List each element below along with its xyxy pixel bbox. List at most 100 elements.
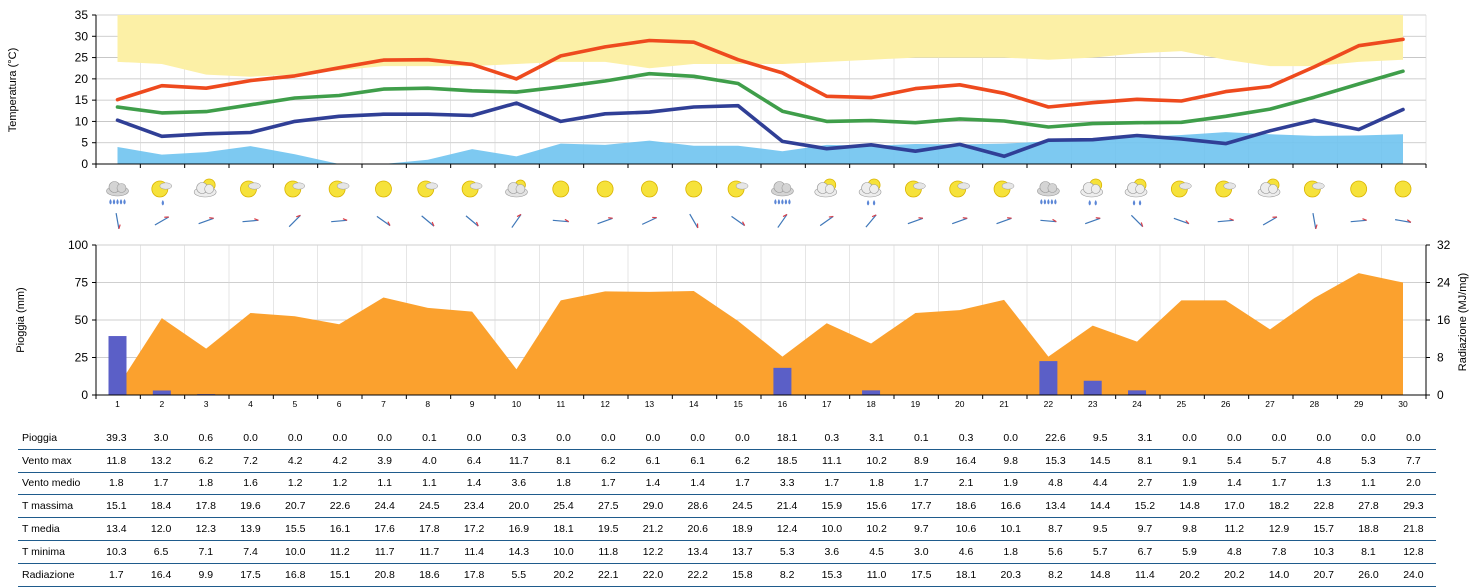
wind-arrow-icon (1040, 218, 1056, 221)
rain-bar (1039, 361, 1057, 395)
rain-x-tick-label: 23 (1088, 399, 1098, 409)
table-cell: 1.4 (675, 472, 720, 495)
table-cell: 3.3 (765, 472, 810, 495)
table-cell: 0.0 (1257, 427, 1302, 449)
table-cell: 25.4 (541, 495, 586, 518)
wind-arrow-icon (198, 216, 214, 223)
sun-cloud-icon (418, 181, 438, 197)
table-cell: 9.8 (988, 449, 1033, 472)
table-cell: 24.4 (362, 495, 407, 518)
table-cell: 16.1 (318, 518, 363, 541)
table-cell: 16.4 (944, 449, 989, 472)
table-cell: 0.3 (810, 427, 855, 449)
rain-x-tick-label: 4 (248, 399, 253, 409)
table-cell: 0.6 (183, 427, 228, 449)
table-cell: 9.7 (1123, 518, 1168, 541)
temperature-y-tick-label: 5 (81, 136, 88, 150)
table-row-label: T media (18, 518, 94, 541)
table-cell: 22.8 (1301, 495, 1346, 518)
table-cell: 16.6 (988, 495, 1033, 518)
table-cell: 10.2 (854, 518, 899, 541)
table-cell: 18.1 (765, 427, 810, 449)
wind-arrow-icon (331, 218, 347, 221)
rain-x-tick-label: 6 (337, 399, 342, 409)
table-cell: 1.7 (586, 472, 631, 495)
table-cell: 3.1 (854, 427, 899, 449)
table-cell: 3.0 (899, 540, 944, 563)
table-cell: 17.2 (452, 518, 497, 541)
wind-arrow-icon (116, 213, 121, 229)
table-cell: 6.2 (720, 449, 765, 472)
cloud-icon (505, 180, 527, 197)
table-cell: 0.0 (273, 427, 318, 449)
table-cell: 8.7 (1033, 518, 1078, 541)
table-cell: 5.7 (1257, 449, 1302, 472)
table-cell: 13.4 (675, 540, 720, 563)
table-cell: 1.8 (94, 472, 139, 495)
table-cell: 11.8 (586, 540, 631, 563)
table-cell: 10.0 (273, 540, 318, 563)
sun-cloud-icon (994, 181, 1014, 197)
table-cell: 1.7 (720, 472, 765, 495)
table-cell: 17.6 (362, 518, 407, 541)
sun-icon (553, 181, 569, 197)
rain-bar (773, 368, 791, 395)
wind-arrow-icon (422, 214, 436, 226)
table-cell: 18.2 (1257, 495, 1302, 518)
rain-y-tick-label: 25 (75, 351, 89, 365)
table-row-label: Pioggia (18, 427, 94, 449)
rain-x-tick-label: 10 (512, 399, 522, 409)
table-cell: 1.7 (899, 472, 944, 495)
table-cell: 4.6 (944, 540, 989, 563)
radiation-y-label: Radiazione (MJ/mq) (1457, 273, 1469, 371)
table-cell: 0.0 (452, 427, 497, 449)
table-cell: 1.8 (988, 540, 1033, 563)
temperature-y-tick-label: 15 (75, 93, 89, 107)
table-cell: 0.0 (1212, 427, 1257, 449)
table-cell: 10.6 (944, 518, 989, 541)
wind-arrow-icon (641, 216, 656, 225)
table-cell: 18.6 (944, 495, 989, 518)
wind-arrow-icon (1218, 218, 1234, 221)
table-cell: 17.8 (183, 495, 228, 518)
table-cell: 39.3 (94, 427, 139, 449)
table-cell: 0.0 (1167, 427, 1212, 449)
table-cell: 10.3 (1301, 540, 1346, 563)
table-cell: 10.0 (810, 518, 855, 541)
table-cell: 0.0 (675, 427, 720, 449)
table-cell: 4.8 (1301, 449, 1346, 472)
sun-cloud-icon (462, 181, 482, 197)
table-cell: 0.3 (944, 427, 989, 449)
table-cell: 4.5 (854, 540, 899, 563)
radiation-y-tick-label: 32 (1437, 238, 1451, 252)
wind-arrow-icon (242, 218, 258, 221)
table-cell: 17.8 (407, 518, 452, 541)
rain-bar (153, 391, 171, 396)
wind-arrow-icon (864, 214, 876, 228)
wind-arrow-icon (466, 214, 480, 226)
wind-arrow-icon (377, 215, 391, 226)
table-cell: 19.5 (586, 518, 631, 541)
table-cell: 12.3 (183, 518, 228, 541)
table-cell: 29.3 (1391, 495, 1436, 518)
wind-arrow-icon (1174, 216, 1190, 223)
rain-x-tick-label: 12 (600, 399, 610, 409)
table-cell: 3.9 (362, 449, 407, 472)
sun-cloud-icon (950, 181, 970, 197)
temperature-y-tick-label: 0 (81, 157, 88, 171)
rain-bar (109, 336, 127, 395)
rain-x-tick-label: 5 (292, 399, 297, 409)
table-cell: 10.3 (94, 540, 139, 563)
table-cell: 27.8 (1346, 495, 1391, 518)
rain-x-tick-label: 14 (689, 399, 699, 409)
wind-arrow-icon (819, 215, 833, 226)
table-cell: 28.6 (675, 495, 720, 518)
temperature-y-tick-label: 10 (75, 114, 89, 128)
table-cell: 6.1 (631, 449, 676, 472)
table-cell: 5.7 (1078, 540, 1123, 563)
